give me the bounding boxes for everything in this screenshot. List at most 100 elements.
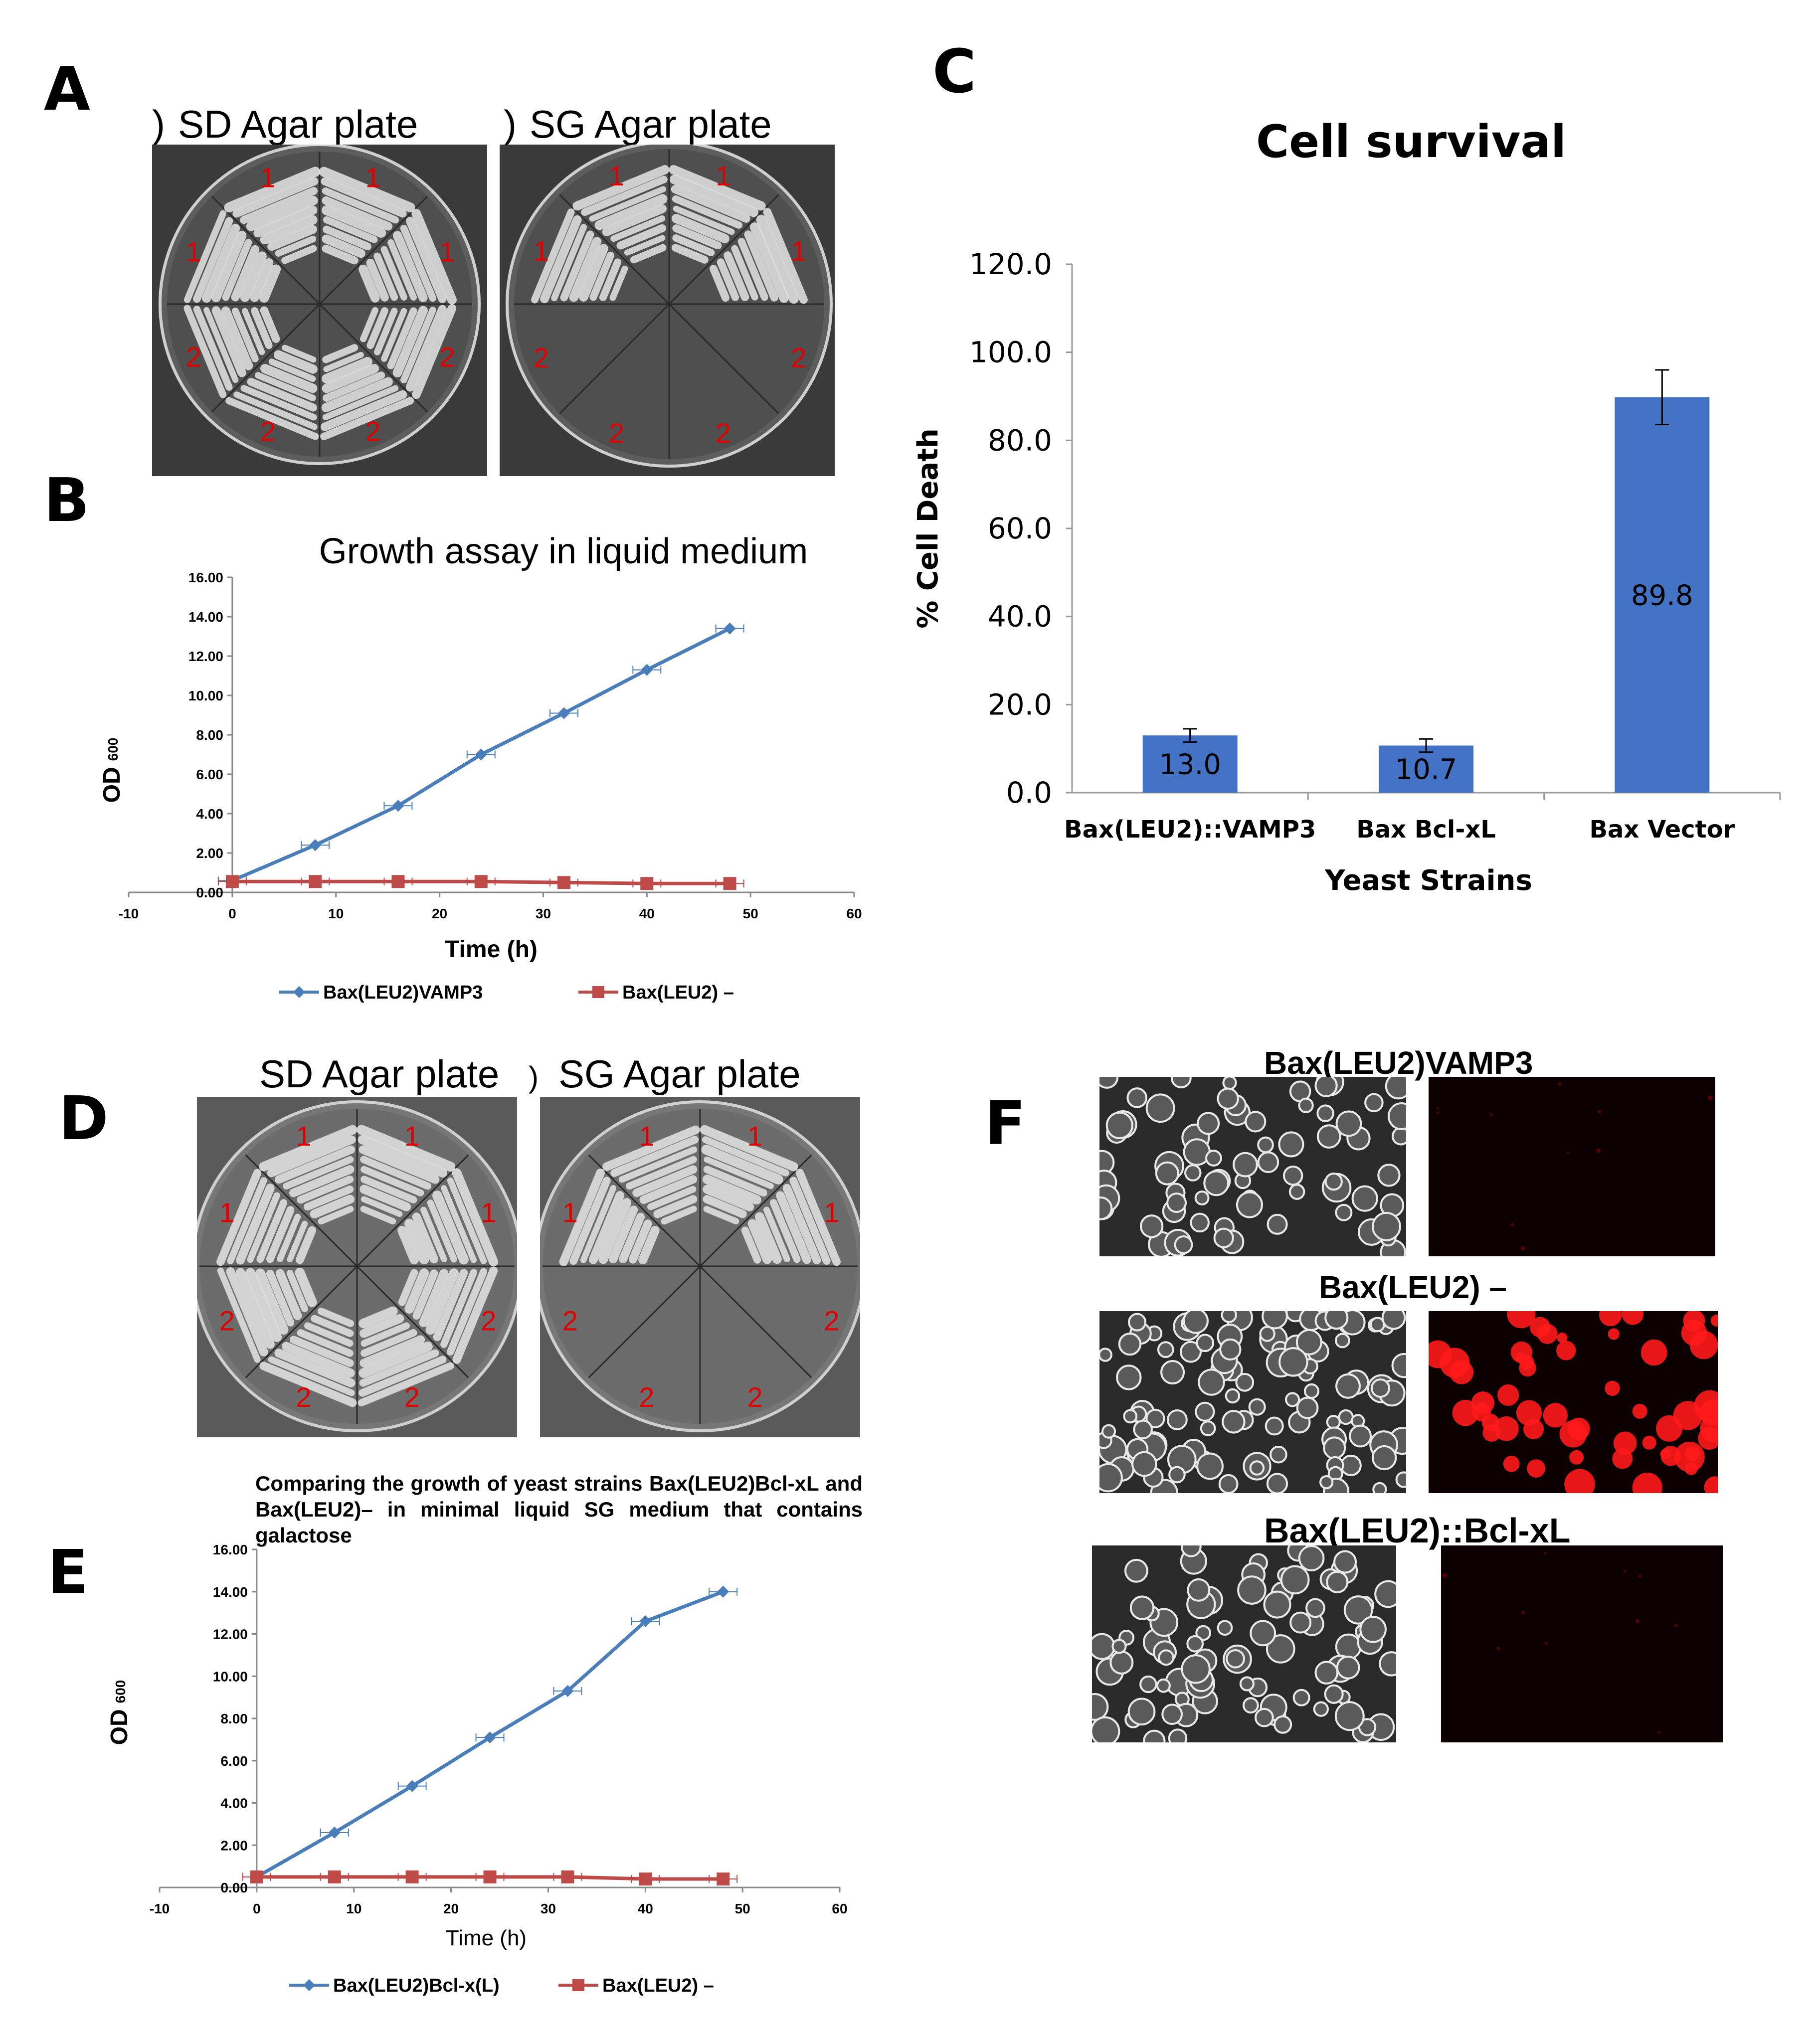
streak-line [201,223,240,303]
data-point-square [309,875,322,888]
x-tick-label: 0 [228,906,236,921]
yeast-cell [1266,1634,1295,1664]
x-tick-label: 40 [638,1901,653,1916]
yeast-cell [1236,1191,1263,1218]
yeast-streak [700,1125,798,1225]
data-point-square [405,1870,419,1883]
yeast-cell [1265,1416,1284,1436]
micrograph-row-title-3: Bax(LEU2)::Bcl-xL [1264,1511,1571,1550]
yeast-streak [217,1267,317,1363]
bar [1615,397,1710,793]
yeast-cell [1387,1102,1406,1130]
streak-line [559,1168,605,1266]
yeast-cell [1195,1625,1211,1641]
yeast-cell [1313,1701,1329,1717]
streak-line [366,307,388,349]
streak-line [703,1185,754,1211]
sector-number: 1 [186,236,201,268]
streak-line [672,195,743,229]
yeast-cell [1217,1087,1239,1110]
streak-line [277,1213,301,1263]
streak-line [411,208,457,305]
yeast-cell [1324,1684,1344,1704]
yeast-cell [1374,1580,1396,1608]
panel-letter-a: A [44,55,90,124]
sector-divider [668,194,779,305]
streak-line [240,251,267,302]
fluorescent-cell [1710,1315,1718,1327]
y-tick-label: 8.00 [220,1711,248,1726]
x-tick-label: 60 [846,906,862,921]
streak-line [717,258,739,301]
yeast-cell [1372,1211,1401,1241]
plate-title-sg-d: ) SG Agar plate [529,1054,801,1093]
streak-line [222,239,252,301]
x-axis-label: Yeast Strains [1324,864,1532,897]
streak-line [322,385,399,421]
panel-letter-f: F [985,1089,1026,1159]
yeast-cell [1174,1235,1193,1254]
streak-line [452,1168,499,1267]
streak-line [268,358,316,382]
streak-line [287,1220,308,1263]
streak-line [360,1185,411,1211]
streak-line [581,175,668,216]
yeast-cell [1334,1333,1350,1349]
streak-line [387,239,417,301]
data-point-diamond [561,1685,574,1697]
y-tick-label: 40.0 [988,600,1052,634]
streak-line [226,1267,268,1357]
yeast-cell [1335,1203,1353,1221]
fluorescent-cell [1707,1431,1718,1442]
streak-line [412,1212,439,1264]
streak-line [776,1191,811,1264]
sector-number: 2 [791,342,806,373]
streak-line [216,1169,262,1266]
streak-line [183,210,226,304]
fluorescent-cell [1472,1402,1491,1422]
streak-line [358,1362,454,1407]
streak-line [619,1212,645,1263]
fluorescent-cell [1510,1223,1514,1226]
agar-plate-sd-a: 1 1 1 1 2 2 2 2 [152,145,487,476]
x-tick-label: 40 [639,906,655,921]
streak-line [245,1268,282,1342]
streak-line [217,1267,261,1363]
streak-line [602,1125,700,1171]
y-axis-label: % Cell Death [912,428,944,628]
streak-line [295,1268,317,1307]
y-axis-label: OD 600 [99,738,125,803]
sector-divider [245,1265,358,1378]
x-axis-label: Time (h) [446,1926,527,1950]
legend-label-2: Bax(LEU2) – [622,982,734,1003]
streak-line [321,177,407,218]
fluorescence-signal [1429,1311,1718,1493]
streak-line [432,1191,469,1265]
streak-line [569,1177,611,1265]
streak-line [618,1146,698,1183]
streak-line [754,1212,782,1264]
yeast-streak [225,344,319,440]
y-axis-label-sub: 600 [113,1680,128,1703]
yeast-cell [1335,1373,1361,1399]
yeast-cell [1333,1550,1357,1574]
bar [1142,735,1238,793]
yeast-cell [1124,1558,1148,1583]
yeast-cell [1139,1675,1157,1694]
sector-divider [559,194,670,305]
streak-line [236,1184,275,1265]
fluorescence-image-vamp3 [1429,1077,1715,1256]
plate-title-text: SD Agar plate [259,1052,500,1096]
yeast-cell [1181,1654,1211,1684]
streak-line [259,264,281,303]
yeast-cell [1288,1184,1305,1200]
micrograph-row-title-2: Bax(LEU2) – [1319,1269,1507,1305]
legend-marker-diamond [303,1979,315,1991]
streak-line [625,1156,697,1190]
yeast-cell [1111,1639,1127,1654]
x-tick-label: 60 [832,1901,847,1916]
plate-title-text: SD Agar plate [178,102,418,146]
streak-line [672,234,715,256]
fluorescent-cell [1442,1573,1447,1578]
streak-line [669,174,758,217]
